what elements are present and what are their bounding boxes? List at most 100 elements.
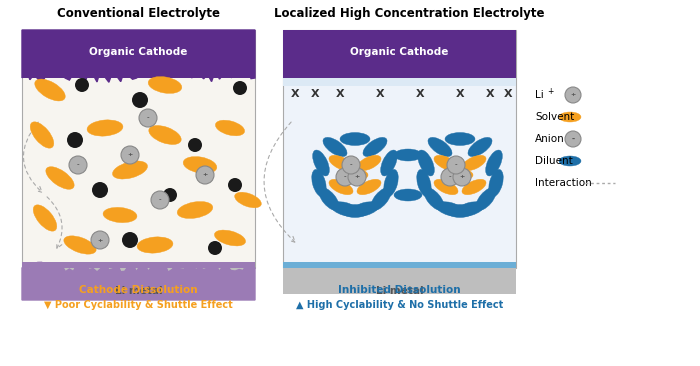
Ellipse shape [33,205,57,231]
Text: X: X [290,89,300,99]
Ellipse shape [137,237,173,253]
Ellipse shape [313,150,329,176]
Text: Conventional Electrolyte: Conventional Electrolyte [57,7,220,20]
Text: -: - [455,163,457,168]
Ellipse shape [468,137,492,157]
Ellipse shape [329,155,353,171]
Text: Cathode Dissolution: Cathode Dissolution [79,285,198,295]
Ellipse shape [462,179,486,195]
Ellipse shape [341,205,369,217]
Circle shape [196,166,214,184]
Circle shape [132,92,148,108]
Ellipse shape [30,122,54,148]
Ellipse shape [234,192,261,208]
Ellipse shape [149,126,181,145]
Text: Diluent: Diluent [535,156,573,166]
FancyBboxPatch shape [283,30,516,78]
Text: Organic Cathode: Organic Cathode [350,46,449,57]
Circle shape [75,78,89,92]
Ellipse shape [318,187,340,210]
Ellipse shape [46,167,74,189]
Ellipse shape [436,202,463,216]
Text: X: X [486,89,494,99]
Text: X: X [416,89,424,99]
Ellipse shape [489,169,503,197]
Ellipse shape [381,150,398,176]
Ellipse shape [357,155,381,171]
Text: -: - [344,175,346,179]
Ellipse shape [331,202,358,216]
Circle shape [121,146,139,164]
Circle shape [228,178,242,192]
FancyBboxPatch shape [283,262,516,268]
Text: X: X [504,89,512,99]
Text: +: + [127,153,132,157]
FancyBboxPatch shape [22,30,255,268]
Ellipse shape [559,112,581,122]
Text: X: X [336,89,344,99]
Ellipse shape [329,179,353,195]
Circle shape [441,168,459,186]
Ellipse shape [384,169,398,197]
Ellipse shape [113,161,148,179]
Ellipse shape [428,137,452,157]
Text: Solvent: Solvent [535,112,574,122]
Text: +: + [354,175,360,179]
Text: +: + [202,172,208,178]
Text: +: + [547,86,554,96]
Ellipse shape [342,169,368,181]
Ellipse shape [64,236,96,254]
Ellipse shape [103,208,137,223]
Text: Li: Li [535,90,544,100]
FancyBboxPatch shape [283,30,516,268]
Ellipse shape [446,205,474,217]
Text: Organic Cathode: Organic Cathode [90,46,188,57]
Ellipse shape [434,179,458,195]
Circle shape [151,191,169,209]
Text: Localized High Concentration Electrolyte: Localized High Concentration Electrolyte [274,7,545,20]
Ellipse shape [177,202,213,219]
Text: -: - [147,116,149,120]
FancyBboxPatch shape [283,78,516,86]
Polygon shape [22,30,255,83]
Text: Interaction: Interaction [535,178,591,188]
Ellipse shape [445,132,475,146]
Text: +: + [570,93,575,97]
Circle shape [69,156,87,174]
Circle shape [139,109,157,127]
Circle shape [122,232,138,248]
Circle shape [208,241,222,255]
Ellipse shape [486,150,503,176]
Text: X: X [456,89,464,99]
Ellipse shape [476,187,496,210]
Circle shape [188,138,202,152]
Ellipse shape [462,155,486,171]
Text: -: - [350,163,352,168]
Ellipse shape [424,187,444,210]
Circle shape [233,81,247,95]
Circle shape [67,132,83,148]
Ellipse shape [351,202,379,216]
Circle shape [447,156,465,174]
Text: ▲ High Cyclability & No Shuttle Effect: ▲ High Cyclability & No Shuttle Effect [296,300,503,310]
Text: Li metal: Li metal [376,286,424,296]
Ellipse shape [434,155,458,171]
Ellipse shape [394,149,422,161]
Circle shape [92,182,108,198]
Ellipse shape [323,137,347,157]
Ellipse shape [559,156,581,166]
Text: -: - [159,198,161,202]
Ellipse shape [456,202,484,216]
Ellipse shape [416,169,431,197]
Ellipse shape [357,179,381,195]
Ellipse shape [447,169,473,181]
Ellipse shape [216,120,244,136]
FancyBboxPatch shape [22,262,255,268]
Polygon shape [22,262,255,300]
Circle shape [348,168,366,186]
Circle shape [163,188,177,202]
Ellipse shape [35,79,65,101]
Text: Li metal: Li metal [115,286,162,296]
Ellipse shape [340,132,370,146]
FancyBboxPatch shape [22,268,255,294]
